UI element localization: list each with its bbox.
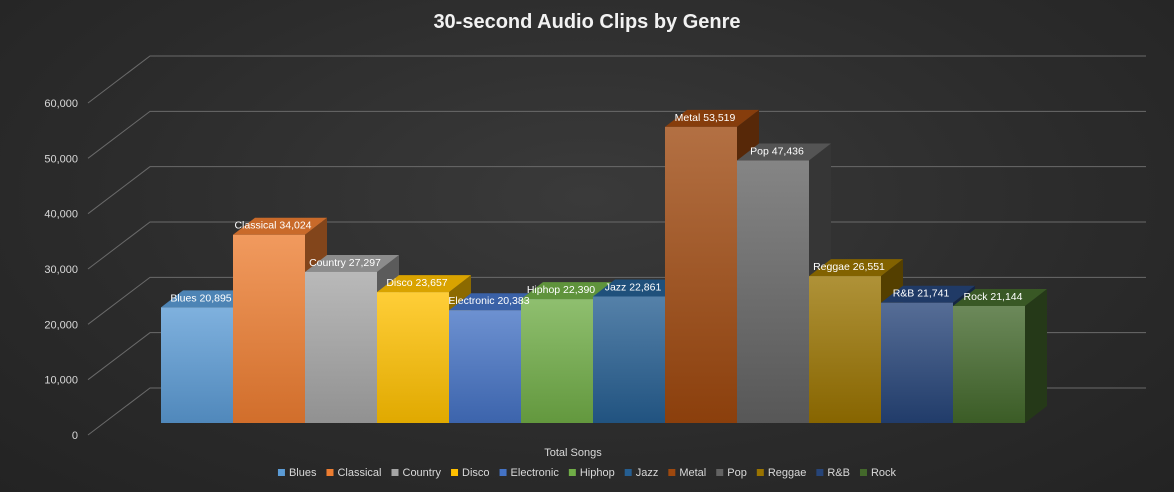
legend-item: Pop bbox=[716, 467, 747, 479]
legend-label: Electronic bbox=[511, 467, 560, 479]
bar-front-face bbox=[665, 126, 737, 423]
bar-top-face bbox=[593, 279, 687, 297]
y-tick-label: 60,000 bbox=[44, 98, 78, 110]
bar-front-face bbox=[593, 296, 665, 423]
chart-title: 30-second Audio Clips by Genre bbox=[433, 11, 740, 33]
bar-front-face bbox=[737, 160, 809, 423]
legend-swatch bbox=[451, 469, 459, 476]
legend-label: Disco bbox=[462, 467, 490, 479]
bar-top-face bbox=[449, 293, 543, 311]
legend-item: Jazz bbox=[624, 467, 659, 479]
legend-label: Rock bbox=[871, 467, 897, 479]
bar-top-face bbox=[953, 289, 1047, 307]
legend-swatch bbox=[756, 469, 764, 476]
bar-front-face bbox=[953, 306, 1025, 423]
legend-swatch bbox=[277, 469, 285, 476]
legend-swatch bbox=[816, 469, 824, 476]
x-axis-category-label: Total Songs bbox=[544, 447, 602, 459]
y-tick-label: 50,000 bbox=[44, 153, 78, 165]
legend-label: Country bbox=[403, 467, 442, 479]
legend-label: Pop bbox=[727, 467, 747, 479]
legend-swatch bbox=[859, 469, 867, 476]
legend-item: Country bbox=[391, 467, 442, 479]
data-label: Blues 20,895 bbox=[170, 292, 231, 304]
grid-line bbox=[87, 166, 1146, 215]
data-label: Classical 34,024 bbox=[234, 220, 311, 232]
y-tick-label: 10,000 bbox=[44, 375, 78, 387]
grid-line bbox=[87, 55, 1146, 104]
legend-item: Electronic bbox=[499, 467, 560, 479]
legend-label: Reggae bbox=[768, 467, 807, 479]
data-label: Disco 23,657 bbox=[386, 277, 447, 289]
bar-front-face bbox=[233, 234, 305, 423]
data-label: R&B 21,741 bbox=[893, 288, 950, 300]
data-label: Rock 21,144 bbox=[964, 291, 1023, 303]
legend-label: Metal bbox=[679, 467, 706, 479]
bar-top-face bbox=[809, 259, 903, 277]
data-label: Electronic 20,383 bbox=[448, 295, 529, 307]
bar-top-face bbox=[881, 285, 975, 303]
legend-label: Hiphop bbox=[580, 467, 615, 479]
bar-top-face bbox=[233, 217, 327, 235]
bar-top-face bbox=[161, 290, 255, 308]
bar-top-face bbox=[737, 143, 831, 161]
legend-label: Classical bbox=[337, 467, 381, 479]
bar-front-face bbox=[305, 271, 377, 423]
legend-swatch bbox=[568, 469, 576, 476]
legend-swatch bbox=[716, 469, 724, 476]
legend: Blues Classical Country Disco Electronic Hiph… bbox=[277, 467, 897, 479]
y-tick-label: 0 bbox=[72, 430, 78, 442]
legend-swatch bbox=[624, 469, 632, 476]
y-tick-label: 40,000 bbox=[44, 209, 78, 221]
bar-top-face bbox=[305, 254, 399, 272]
bar-side-face bbox=[1025, 289, 1047, 423]
y-tick-label: 20,000 bbox=[44, 319, 78, 331]
legend-item: Hiphop bbox=[568, 467, 615, 479]
bar-front-face bbox=[881, 302, 953, 423]
bars bbox=[161, 109, 1047, 423]
bar-front-face bbox=[449, 310, 521, 423]
legend-swatch bbox=[326, 469, 334, 476]
data-label: Country 27,297 bbox=[309, 257, 381, 269]
legend-item: Blues bbox=[277, 467, 317, 479]
grid-line bbox=[87, 110, 1146, 159]
data-label: Jazz 22,861 bbox=[605, 282, 662, 294]
legend-item: Rock bbox=[859, 467, 897, 479]
data-label: Hiphop 22,390 bbox=[527, 284, 595, 296]
grid-lines bbox=[87, 55, 1146, 436]
bar-front-face bbox=[521, 299, 593, 423]
bar-front-face bbox=[809, 276, 881, 423]
legend-item: Metal bbox=[668, 467, 706, 479]
bar-rock bbox=[953, 289, 1047, 423]
y-tick-label: 30,000 bbox=[44, 264, 78, 276]
bar-top-face bbox=[665, 109, 759, 127]
legend-item: Disco bbox=[451, 467, 490, 479]
legend-swatch bbox=[499, 469, 507, 476]
legend-label: Jazz bbox=[636, 467, 659, 479]
bar-front-face bbox=[161, 307, 233, 423]
bar-front-face bbox=[377, 292, 449, 423]
data-label: Reggae 26,551 bbox=[813, 261, 885, 273]
bar-top-face bbox=[377, 275, 471, 293]
legend-label: Blues bbox=[289, 467, 317, 479]
legend-item: R&B bbox=[816, 467, 850, 479]
y-axis-ticks: 0 10,000 20,000 30,000 40,000 50,000 60,000 bbox=[44, 98, 78, 442]
bar-top-face bbox=[521, 282, 615, 300]
data-label: Metal 53,519 bbox=[675, 112, 736, 124]
legend-item: Classical bbox=[326, 467, 382, 479]
legend-item: Reggae bbox=[756, 467, 807, 479]
legend-swatch bbox=[391, 469, 399, 476]
data-label: Pop 47,436 bbox=[750, 146, 804, 158]
data-labels: Blues 20,895 Classical 34,024 Country 27,2… bbox=[170, 112, 1022, 307]
legend-swatch bbox=[668, 469, 676, 476]
legend-label: R&B bbox=[827, 467, 850, 479]
